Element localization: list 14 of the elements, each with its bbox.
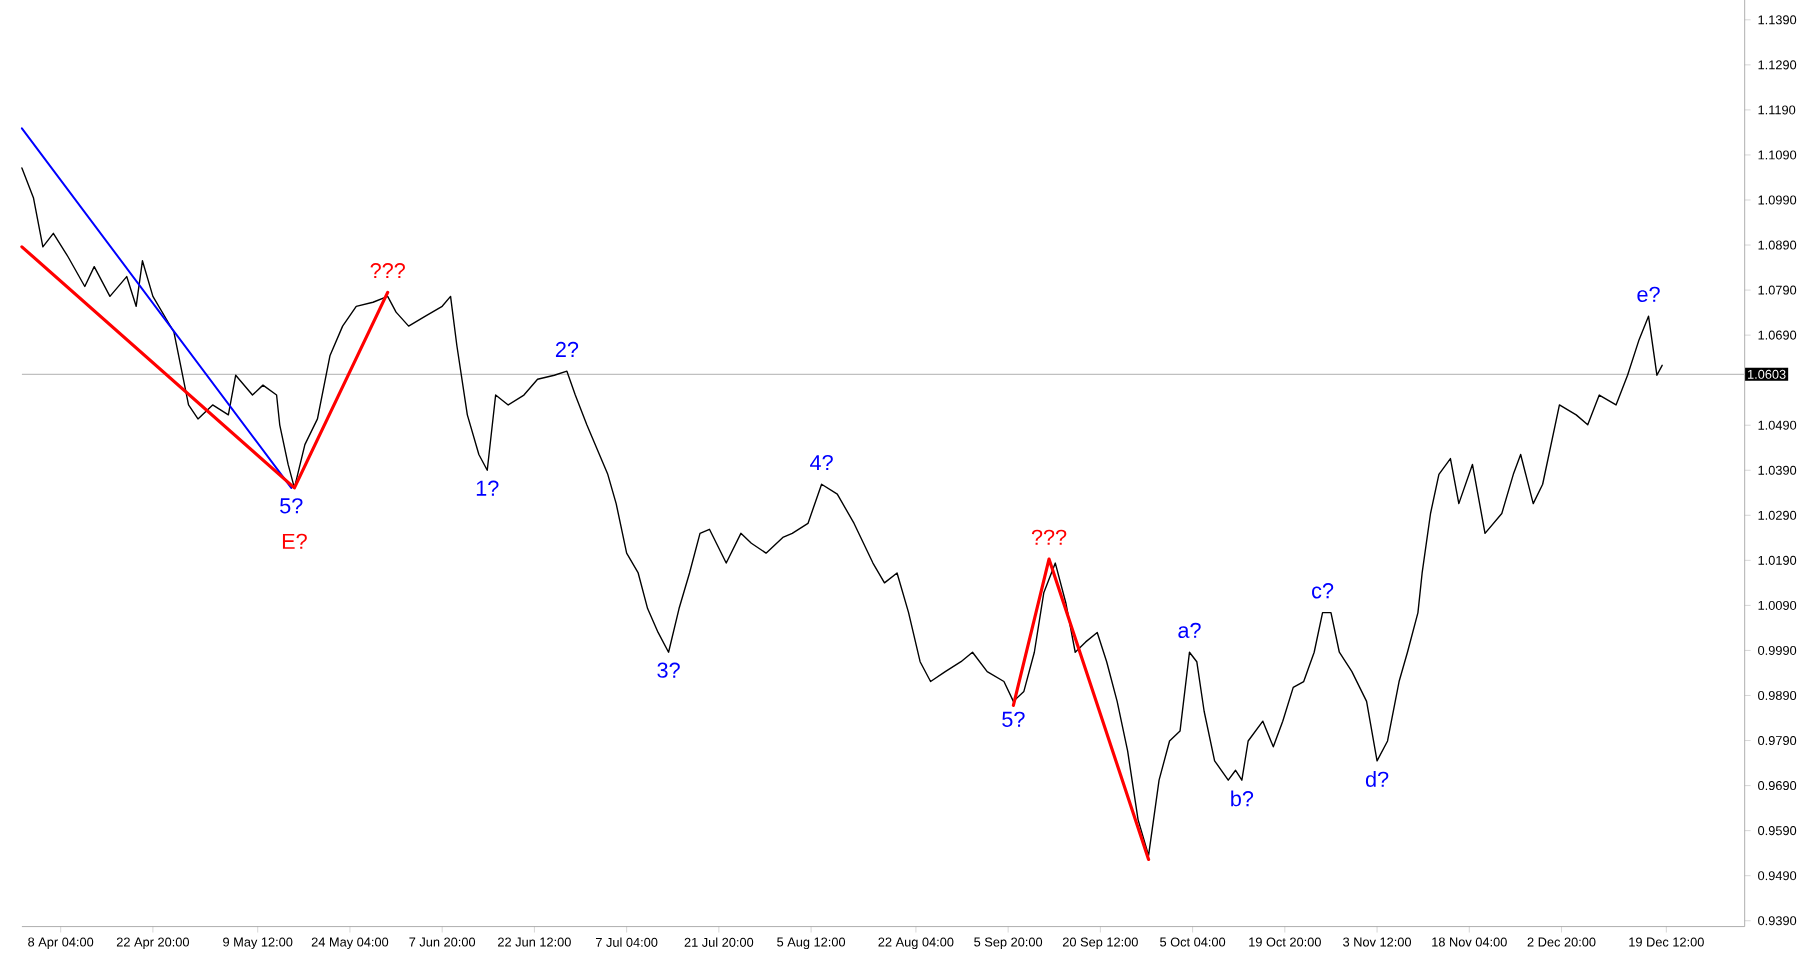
annotation: 3?	[657, 662, 680, 678]
annotation: 2?	[555, 341, 579, 357]
annotation: ???	[370, 262, 405, 279]
annotation: d?	[1365, 771, 1389, 787]
annotation: ???	[1031, 529, 1067, 545]
annotation: 1?	[476, 480, 499, 496]
annotation: 4?	[810, 454, 833, 470]
annotation: b?	[1231, 790, 1254, 807]
annotation: 5?	[1002, 711, 1025, 727]
annotation: e?	[1637, 286, 1660, 302]
annotation: 5?	[280, 498, 303, 514]
annotation: c?	[1312, 582, 1334, 599]
annotation: E?	[282, 533, 307, 549]
annotation: a?	[1178, 622, 1201, 638]
